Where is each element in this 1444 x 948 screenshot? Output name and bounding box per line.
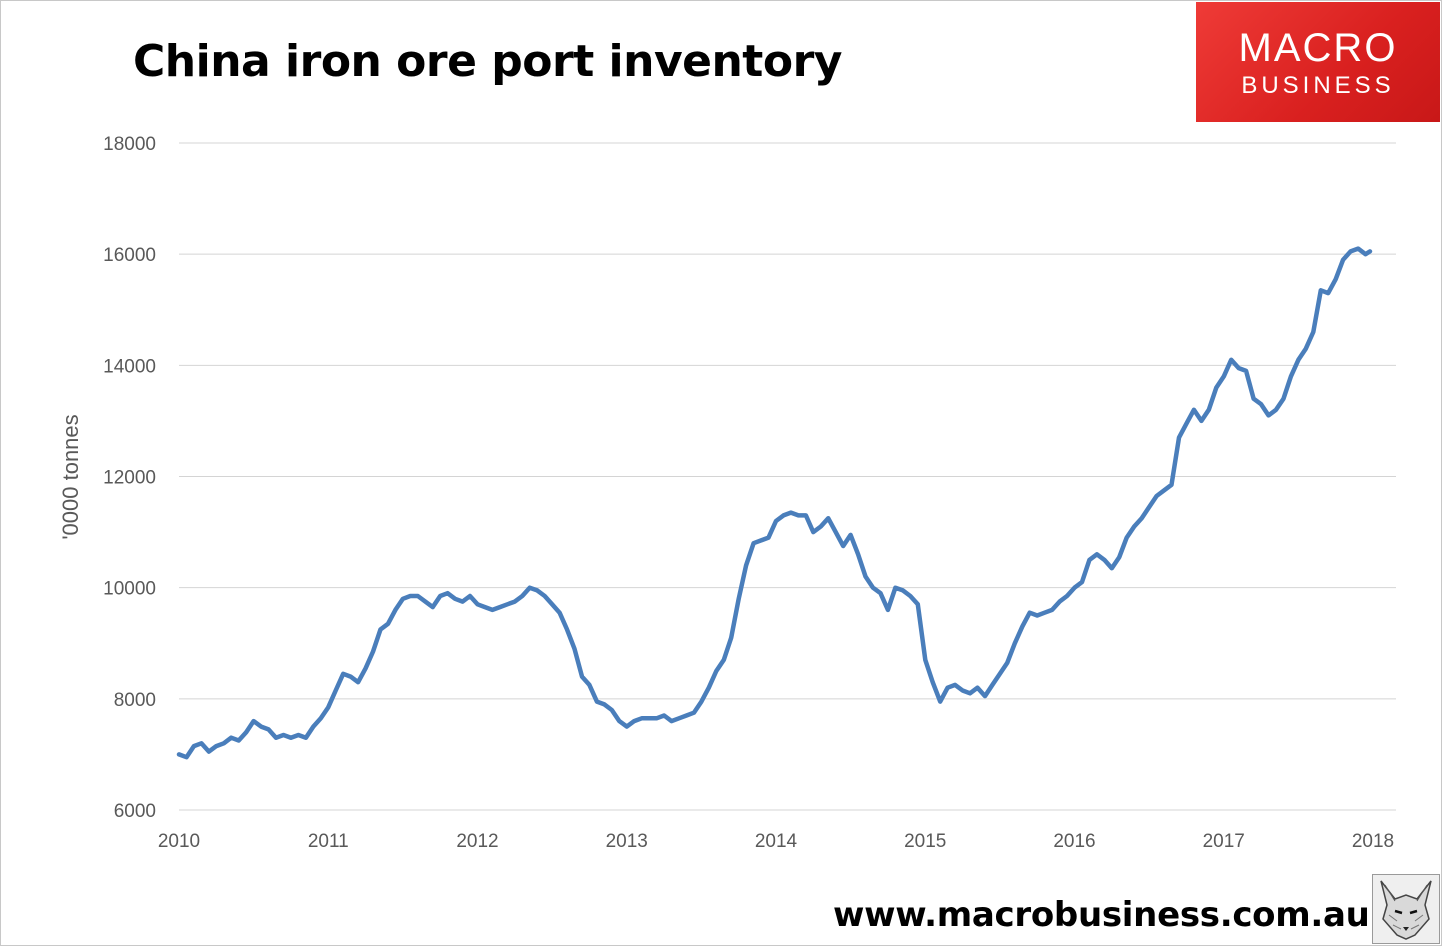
y-tick-labels: 6000 8000 10000 12000 14000 16000 18000 — [103, 134, 156, 822]
x-tick-labels: 2010 2011 2012 2013 2014 2015 2016 2017 2018 — [158, 831, 1394, 852]
y-tick-label: 8000 — [114, 690, 156, 711]
series-line-0 — [176, 246, 1373, 760]
y-tick-label: 6000 — [114, 801, 156, 822]
x-tick-label: 2015 — [904, 831, 946, 852]
website-url: www.macrobusiness.com.au — [833, 895, 1370, 935]
y-tick-label: 18000 — [103, 134, 156, 155]
y-tick-label: 14000 — [103, 356, 156, 377]
y-tick-label: 10000 — [103, 579, 156, 600]
x-tick-label: 2010 — [158, 831, 200, 852]
y-axis-label: '0000 tonnes — [58, 414, 83, 539]
chart-title: China iron ore port inventory — [133, 36, 842, 87]
y-tick-label: 12000 — [103, 468, 156, 489]
macrobusiness-logo: MACRO BUSINESS — [1196, 2, 1440, 122]
gridlines — [179, 142, 1396, 811]
series-group — [176, 246, 1373, 760]
logo-line-1: MACRO — [1238, 26, 1398, 70]
x-tick-label: 2016 — [1053, 831, 1095, 852]
x-tick-label: 2014 — [755, 831, 798, 852]
y-tick-label: 16000 — [103, 245, 156, 266]
logo-line-2: BUSINESS — [1241, 72, 1395, 99]
x-tick-label: 2018 — [1352, 831, 1394, 852]
x-tick-label: 2012 — [456, 831, 498, 852]
x-tick-label: 2011 — [308, 831, 349, 852]
x-tick-label: 2017 — [1203, 831, 1245, 852]
fox-mascot-icon — [1372, 874, 1440, 944]
x-tick-label: 2013 — [606, 831, 648, 852]
